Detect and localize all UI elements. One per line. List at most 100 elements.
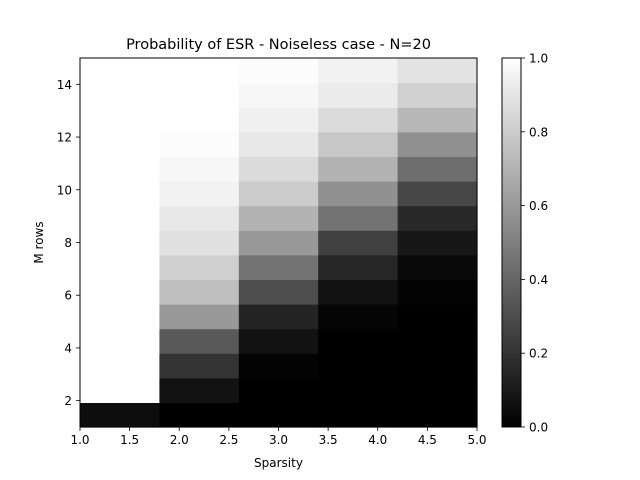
heatmap-cell: [159, 107, 240, 133]
heatmap-cell: [238, 58, 319, 84]
heatmap-cells: [80, 58, 478, 428]
heatmap-cell: [80, 230, 160, 256]
heatmap-cell: [397, 131, 478, 157]
heatmap-cell: [318, 58, 399, 84]
heatmap-cell: [80, 107, 160, 133]
heatmap-cell: [238, 279, 319, 305]
heatmap-cell: [238, 304, 319, 330]
x-tick-label: 2.5: [219, 433, 238, 447]
x-tick-label: 2.0: [170, 433, 189, 447]
x-tick-label: 4.0: [368, 433, 387, 447]
x-tick-label: 5.0: [467, 433, 486, 447]
heatmap-cell: [318, 304, 399, 330]
colorbar-tick-label: 0.8: [529, 125, 548, 139]
heatmap-cell: [397, 377, 478, 403]
chart-title: Probability of ESR - Noiseless case - N=…: [126, 37, 431, 53]
y-axis-label: M rows: [32, 221, 46, 263]
heatmap-cell: [397, 58, 478, 84]
heatmap-cell: [238, 230, 319, 256]
heatmap-cell: [238, 353, 319, 379]
heatmap-cell: [238, 377, 319, 403]
heatmap-cell: [159, 82, 240, 108]
heatmap-cell: [159, 353, 240, 379]
heatmap-cell: [238, 181, 319, 207]
x-tick-label: 3.0: [269, 433, 288, 447]
heatmap-cell: [238, 402, 319, 428]
heatmap-cell: [318, 328, 399, 354]
heatmap-cell: [80, 402, 160, 428]
colorbar-tick-label: 0.6: [529, 199, 548, 213]
heatmap-cell: [318, 82, 399, 108]
heatmap-cell: [159, 156, 240, 182]
colorbar: [501, 57, 522, 428]
heatmap-cell: [318, 230, 399, 256]
heatmap-cell: [80, 58, 160, 84]
heatmap-cell: [238, 82, 319, 108]
heatmap-cell: [318, 131, 399, 157]
heatmap-cell: [238, 131, 319, 157]
heatmap-cell: [318, 377, 399, 403]
heatmap-cell: [318, 107, 399, 133]
heatmap-cell: [397, 107, 478, 133]
heatmap-cell: [397, 328, 478, 354]
heatmap-cell: [159, 377, 240, 403]
heatmap-cell: [397, 254, 478, 280]
heatmap-cell: [159, 230, 240, 256]
heatmap-cell: [80, 82, 160, 108]
x-tick-label: 3.5: [319, 433, 338, 447]
heatmap-cell: [397, 205, 478, 231]
heatmap-cell: [159, 304, 240, 330]
colorbar-ticks: 0.0 0.2 0.4 0.6 0.8 1.0: [521, 52, 548, 435]
heatmap-cell: [397, 279, 478, 305]
x-axis-label: Sparsity: [254, 456, 303, 470]
heatmap-cell: [80, 254, 160, 280]
colorbar-tick-label: 0.4: [529, 273, 548, 287]
heatmap-cell: [80, 328, 160, 354]
heatmap-cell: [80, 205, 160, 231]
heatmap-cell: [159, 279, 240, 305]
colorbar-tick-label: 0.2: [529, 347, 548, 361]
heatmap-cell: [238, 328, 319, 354]
x-tick-label: 1.5: [120, 433, 139, 447]
x-tick-label: 1.0: [70, 433, 89, 447]
heatmap-cell: [80, 181, 160, 207]
heatmap-cell: [397, 304, 478, 330]
heatmap-cell: [159, 402, 240, 428]
colorbar-tick-label: 0.0: [529, 421, 548, 435]
x-axis-ticks: 1.0 1.5 2.0 2.5 3.0 3.5 4.0 4.5 5.0: [70, 427, 487, 447]
heatmap-cell: [159, 205, 240, 231]
heatmap-cell: [318, 402, 399, 428]
y-tick-label: 12: [57, 131, 72, 145]
y-tick-label: 2: [64, 394, 72, 408]
heatmap-cell: [238, 205, 319, 231]
colorbar-tick-label: 1.0: [529, 52, 548, 66]
heatmap-cell: [318, 205, 399, 231]
heatmap-cell: [318, 254, 399, 280]
y-axis-ticks: 2 4 6 8 10 12 14: [57, 78, 80, 408]
heatmap-cell: [80, 131, 160, 157]
heatmap-cell: [159, 58, 240, 84]
heatmap-cell: [318, 353, 399, 379]
heatmap-cell: [318, 181, 399, 207]
heatmap-cell: [80, 353, 160, 379]
heatmap-cell: [397, 181, 478, 207]
heatmap-cell: [397, 82, 478, 108]
y-tick-label: 10: [57, 183, 72, 197]
heatmap-cell: [397, 353, 478, 379]
heatmap-cell: [238, 107, 319, 133]
heatmap-cell: [397, 156, 478, 182]
heatmap-cell: [159, 254, 240, 280]
heatmap-cell: [397, 230, 478, 256]
heatmap-cell: [238, 254, 319, 280]
y-tick-label: 8: [64, 236, 72, 250]
heatmap-cell: [80, 156, 160, 182]
y-tick-label: 14: [57, 78, 72, 92]
heatmap-cell: [80, 377, 160, 403]
x-tick-label: 4.5: [418, 433, 437, 447]
heatmap-cell: [159, 181, 240, 207]
heatmap-cell: [318, 279, 399, 305]
y-tick-label: 6: [64, 289, 72, 303]
heatmap-cell: [159, 328, 240, 354]
heatmap-cell: [159, 131, 240, 157]
